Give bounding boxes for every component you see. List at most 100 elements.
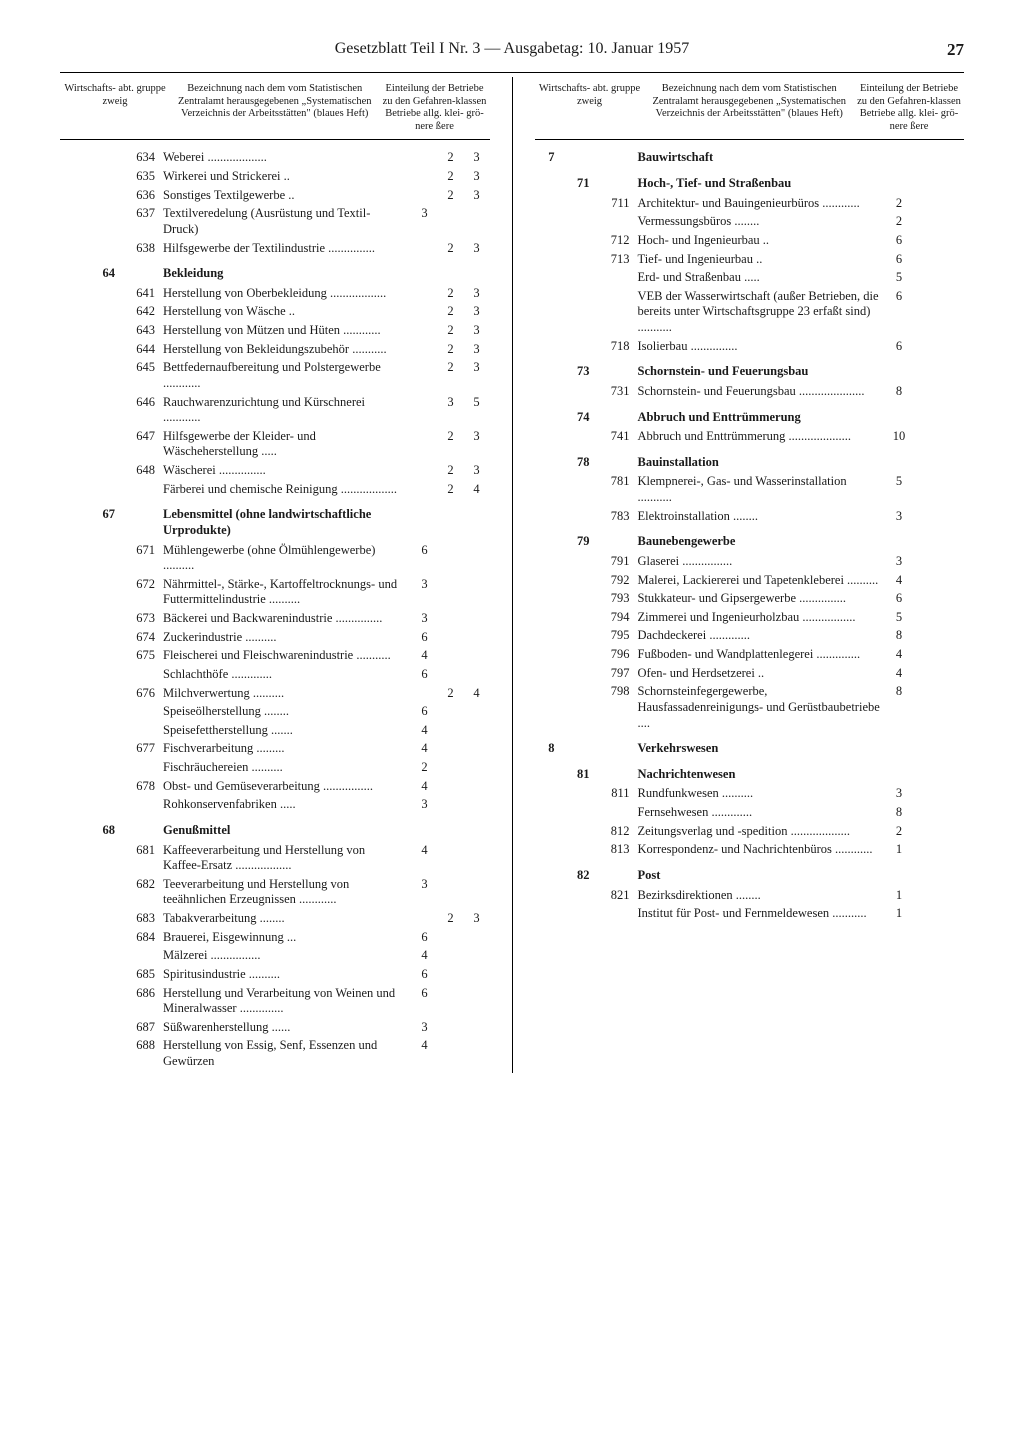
table-row: 812Zeitungsverlag und -spedition .......… bbox=[535, 824, 965, 840]
cell-class-allg: 6 bbox=[412, 704, 438, 720]
cell-zweig: 794 bbox=[590, 610, 638, 626]
cell-class-groessere: 5 bbox=[464, 395, 490, 411]
cell-zweig: 675 bbox=[115, 648, 163, 664]
cell-class-kleinere: 2 bbox=[438, 342, 464, 358]
cell-zweig: 711 bbox=[590, 196, 638, 212]
cell-class-allg: 8 bbox=[886, 684, 912, 700]
cell-class-allg: 5 bbox=[886, 474, 912, 490]
cell-zweig: 648 bbox=[115, 463, 163, 479]
cell-zweig: 677 bbox=[115, 741, 163, 757]
cell-class-allg: 3 bbox=[412, 611, 438, 627]
cell-class-kleinere: 2 bbox=[438, 286, 464, 302]
cell-gruppe: 68 bbox=[80, 823, 115, 839]
table-row: 638Hilfsgewerbe der Textilindustrie ....… bbox=[60, 241, 490, 257]
cell-class-kleinere: 2 bbox=[438, 323, 464, 339]
table-row: 811Rundfunkwesen ..........3 bbox=[535, 786, 965, 802]
cell-description: Brauerei, Eisgewinnung ... bbox=[163, 930, 412, 946]
col-head-code: Wirtschafts- abt. gruppe zweig bbox=[60, 83, 170, 133]
cell-class-kleinere: 2 bbox=[438, 304, 464, 320]
cell-description: Vermessungsbüros ........ bbox=[638, 214, 887, 230]
cell-class-allg: 4 bbox=[412, 1038, 438, 1054]
table-row: 683Tabakverarbeitung ........23 bbox=[60, 911, 490, 927]
table-row: Speiseölherstellung ........6 bbox=[60, 704, 490, 720]
cell-zweig: 812 bbox=[590, 824, 638, 840]
cell-description: Süßwarenherstellung ...... bbox=[163, 1020, 412, 1036]
table-row: 682Teeverarbeitung und Herstellung von t… bbox=[60, 877, 490, 908]
cell-zweig: 731 bbox=[590, 384, 638, 400]
header-title: Gesetzblatt Teil I Nr. 3 — Ausgabetag: 1… bbox=[335, 40, 690, 57]
cell-class-kleinere: 2 bbox=[438, 686, 464, 702]
table-row: 796Fußboden- und Wandplattenlegerei ....… bbox=[535, 647, 965, 663]
cell-zweig: 684 bbox=[115, 930, 163, 946]
cell-class-allg: 3 bbox=[886, 509, 912, 525]
cell-class-allg: 2 bbox=[886, 196, 912, 212]
cell-description: Nachrichtenwesen bbox=[638, 767, 887, 783]
table-row: 741Abbruch und Enttrümmerung ...........… bbox=[535, 429, 965, 445]
cell-description: Ofen- und Herdsetzerei .. bbox=[638, 666, 887, 682]
cell-description: Mühlengewerbe (ohne Ölmühlengewerbe) ...… bbox=[163, 543, 412, 574]
cell-class-allg: 3 bbox=[412, 877, 438, 893]
cell-class-allg: 3 bbox=[886, 554, 912, 570]
cell-class-groessere: 3 bbox=[464, 150, 490, 166]
cell-zweig: 712 bbox=[590, 233, 638, 249]
cell-description: Malerei, Lackiererei und Tapetenkleberei… bbox=[638, 573, 887, 589]
cell-description: Hilfsgewerbe der Textilindustrie .......… bbox=[163, 241, 412, 257]
cell-zweig: 781 bbox=[590, 474, 638, 490]
cell-class-allg: 6 bbox=[886, 252, 912, 268]
cell-zweig: 798 bbox=[590, 684, 638, 700]
cell-class-allg: 3 bbox=[412, 1020, 438, 1036]
cell-description: Post bbox=[638, 868, 887, 884]
cell-class-groessere: 3 bbox=[464, 911, 490, 927]
table-row: 684Brauerei, Eisgewinnung ...6 bbox=[60, 930, 490, 946]
cell-description: Wäscherei ............... bbox=[163, 463, 412, 479]
cell-description: Speisefettherstellung ....... bbox=[163, 723, 412, 739]
table-row: 68 Genußmittel bbox=[60, 823, 490, 839]
table-row: 79Baunebengewerbe bbox=[535, 534, 965, 550]
cell-class-groessere: 4 bbox=[464, 686, 490, 702]
cell-zweig: 791 bbox=[590, 554, 638, 570]
table-row: 711Architektur- und Bauingenieurbüros ..… bbox=[535, 196, 965, 212]
cell-zweig: 643 bbox=[115, 323, 163, 339]
cell-description: Stukkateur- und Gipsergewerbe ..........… bbox=[638, 591, 887, 607]
cell-description: Teeverarbeitung und Herstellung von teeä… bbox=[163, 877, 412, 908]
cell-class-allg: 5 bbox=[886, 270, 912, 286]
cell-description: Bekleidung bbox=[163, 266, 412, 282]
cell-class-allg: 4 bbox=[412, 843, 438, 859]
cell-description: Schornstein- und Feuerungsbau ..........… bbox=[638, 384, 887, 400]
cell-description: Mälzerei ................ bbox=[163, 948, 412, 964]
cell-class-allg: 6 bbox=[412, 967, 438, 983]
table-row: 646Rauchwarenzurichtung und Kürschnerei … bbox=[60, 395, 490, 426]
table-row: 637Textilveredelung (Ausrüstung und Text… bbox=[60, 206, 490, 237]
cell-description: Verkehrswesen bbox=[638, 741, 887, 757]
cell-description: Elektroinstallation ........ bbox=[638, 509, 887, 525]
cell-class-groessere: 3 bbox=[464, 188, 490, 204]
cell-description: Dachdeckerei ............. bbox=[638, 628, 887, 644]
cell-description: Herstellung von Essig, Senf, Essenzen un… bbox=[163, 1038, 412, 1069]
cell-description: Korrespondenz- und Nachrichtenbüros ....… bbox=[638, 842, 887, 858]
cell-zweig: 645 bbox=[115, 360, 163, 376]
cell-description: Tabakverarbeitung ........ bbox=[163, 911, 412, 927]
table-row: 795Dachdeckerei .............8 bbox=[535, 628, 965, 644]
cell-description: Genußmittel bbox=[163, 823, 412, 839]
cell-description: Isolierbau ............... bbox=[638, 339, 887, 355]
cell-description: Wirkerei und Strickerei .. bbox=[163, 169, 412, 185]
cell-description: Nährmittel-, Stärke-, Kartoffeltrocknung… bbox=[163, 577, 412, 608]
cell-class-allg: 6 bbox=[412, 930, 438, 946]
cell-zweig: 796 bbox=[590, 647, 638, 663]
cell-zweig: 687 bbox=[115, 1020, 163, 1036]
cell-class-allg: 6 bbox=[412, 543, 438, 559]
table-row: 7Bauwirtschaft bbox=[535, 150, 965, 166]
table-row: 676Milchverwertung ..........24 bbox=[60, 686, 490, 702]
table-row: 71Hoch-, Tief- und Straßenbau bbox=[535, 176, 965, 192]
cell-class-allg: 6 bbox=[412, 986, 438, 1002]
table-row: 8Verkehrswesen bbox=[535, 741, 965, 757]
cell-zweig: 676 bbox=[115, 686, 163, 702]
table-row: 648Wäscherei ...............23 bbox=[60, 463, 490, 479]
table-row: 64Bekleidung bbox=[60, 266, 490, 282]
table-row: 783Elektroinstallation ........3 bbox=[535, 509, 965, 525]
cell-zweig: 685 bbox=[115, 967, 163, 983]
cell-description: Architektur- und Bauingenieurbüros .....… bbox=[638, 196, 887, 212]
table-row: 792Malerei, Lackiererei und Tapetenklebe… bbox=[535, 573, 965, 589]
table-row: 647Hilfsgewerbe der Kleider- und Wäscheh… bbox=[60, 429, 490, 460]
cell-class-allg: 1 bbox=[886, 888, 912, 904]
